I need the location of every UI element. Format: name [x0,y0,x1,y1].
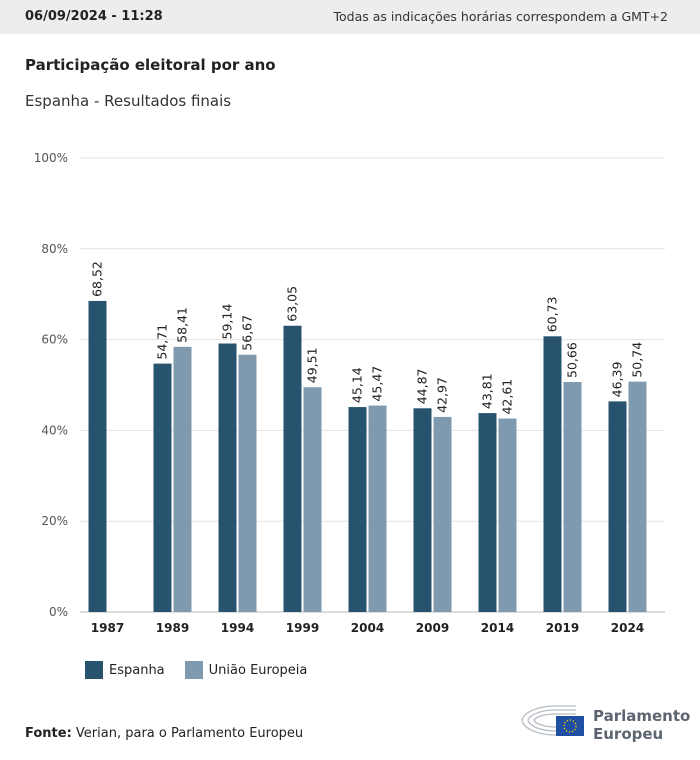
data-label: 42,97 [435,377,450,413]
data-label: 63,05 [285,286,300,322]
bar-ue [433,416,452,612]
logo-text: Parlamento Europeu [593,707,690,743]
bar-espanha [88,300,107,612]
data-label: 59,14 [220,304,235,340]
chart-subtitle: Espanha - Resultados finais [25,92,232,110]
bar-espanha [478,413,497,612]
source-text: Verian, para o Parlamento Europeu [71,726,304,741]
data-label: 45,47 [370,366,385,402]
data-label: 58,41 [175,307,190,343]
x-tick-label: 2004 [351,621,384,635]
data-label: 50,74 [630,342,645,378]
bar-ue [498,418,517,612]
data-label: 56,67 [240,315,255,351]
logo-line1: Parlamento [593,707,691,725]
data-label: 60,73 [545,296,560,332]
y-tick-label: 80% [41,242,68,256]
x-tick-label: 1987 [91,621,124,635]
bar-espanha [413,408,432,612]
bar-espanha [283,325,302,612]
legend-swatch [85,661,103,679]
bar-espanha [153,363,172,612]
y-tick-label: 40% [41,423,68,437]
parliament-logo-icon [521,705,584,736]
bar-ue [628,381,647,612]
bar-ue [368,405,387,612]
x-tick-label: 2009 [416,621,449,635]
chart-title: Participação eleitoral por ano [25,56,276,74]
data-label: 46,39 [610,362,625,398]
x-tick-label: 2019 [546,621,579,635]
legend-label: Espanha [109,662,165,678]
legend-swatch [184,661,203,679]
legend-item-ue: União Europeia [184,661,308,679]
data-label: 42,61 [500,379,515,415]
bar-ue [238,354,257,612]
x-tick-label: 1989 [156,621,189,635]
y-tick-label: 0% [49,605,68,619]
y-tick-label: 60% [41,333,68,347]
bar-espanha [348,407,367,612]
x-tick-label: 1994 [221,621,254,635]
source-label: Fonte: [25,726,72,741]
timezone-note: Todas as indicações horárias corresponde… [333,9,669,24]
data-label: 50,66 [565,342,580,378]
y-tick-label: 20% [41,514,68,528]
bar-espanha [218,343,237,612]
y-tick-label: 100% [34,151,68,165]
bar-ue [303,387,322,612]
legend-label: União Europeia [208,662,308,678]
bar-chart: 0% 20% 40% 60% 80% 100% 1987 68,52 1989 54,71 58,4… [34,151,665,635]
data-label: 68,52 [90,261,105,297]
logo-line2: Europeu [593,725,664,743]
x-tick-label: 1999 [286,621,319,635]
x-tick-label: 2014 [481,621,514,635]
x-tick-label: 2024 [611,621,644,635]
data-label: 43,81 [480,373,495,409]
data-label: 44,87 [415,368,430,404]
header-bar: 06/09/2024 - 11:28 Todas as indicações h… [0,0,700,34]
source-note: Fonte: Verian, para o Parlamento Europeu [25,726,303,741]
legend-item-espanha: Espanha [85,661,165,679]
bar-ue [173,346,192,612]
timestamp: 06/09/2024 - 11:28 [25,9,163,24]
bar-ue [563,382,582,612]
legend: Espanha União Europeia [85,661,307,679]
data-label: 54,71 [155,324,170,360]
data-label: 49,51 [305,347,320,383]
bar-espanha [543,336,562,612]
bar-espanha [608,401,627,612]
data-label: 45,14 [350,367,365,403]
